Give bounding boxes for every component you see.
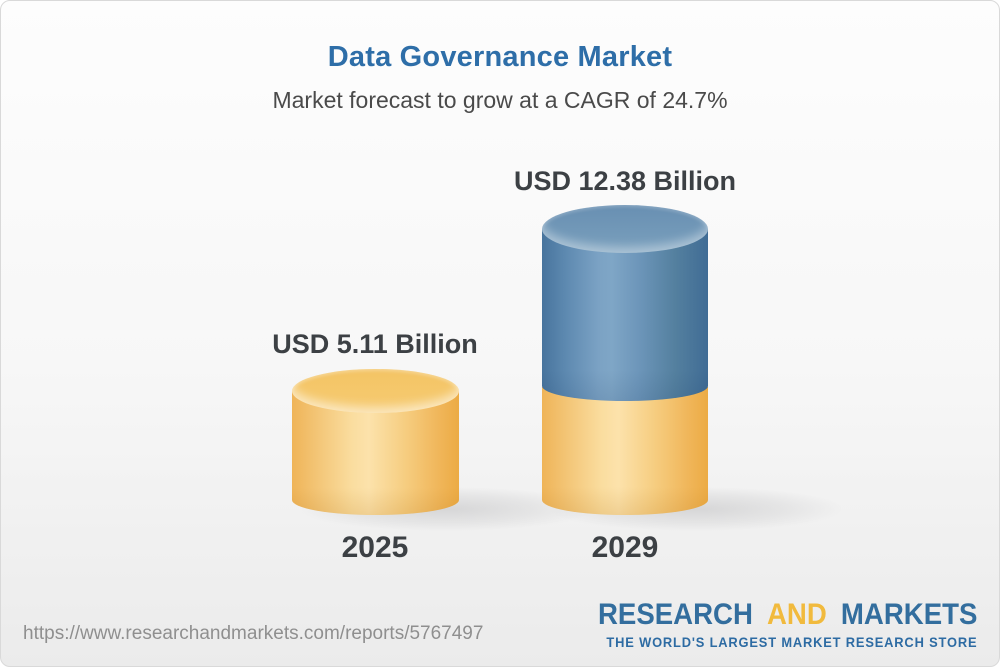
logo-tagline: THE WORLD'S LARGEST MARKET RESEARCH STOR… <box>606 633 977 650</box>
cylinder-2029-growth-segment <box>542 229 708 401</box>
logo-word-markets: MARKETS <box>840 598 977 631</box>
value-label-2025: USD 5.11 Billion <box>272 329 478 359</box>
logo-word-research: RESEARCH <box>597 598 753 631</box>
cylinder-bar-2029 <box>542 205 708 519</box>
chart-subtitle: Market forecast to grow at a CAGR of 24.… <box>272 87 728 113</box>
logo-word-and: AND <box>766 598 827 631</box>
cylinder-2029-base-segment <box>542 387 708 515</box>
x-axis-label-2025: 2025 <box>341 531 409 564</box>
report-url-link[interactable]: https://www.researchandmarkets.com/repor… <box>23 623 484 644</box>
research-and-markets-logo: RESEARCH AND MARKETS THE WORLD'S LARGEST… <box>598 599 977 650</box>
cylinder-2025-top <box>292 369 459 413</box>
chart-title: Data Governance Market <box>327 41 673 73</box>
cylinder-2029-top <box>542 205 708 253</box>
value-label-2029: USD 12.38 Billion <box>513 166 737 196</box>
cylinder-bar-2025 <box>292 369 459 519</box>
x-axis-label-2029: 2029 <box>591 531 659 564</box>
logo-wordmark: RESEARCH AND MARKETS <box>598 599 977 631</box>
